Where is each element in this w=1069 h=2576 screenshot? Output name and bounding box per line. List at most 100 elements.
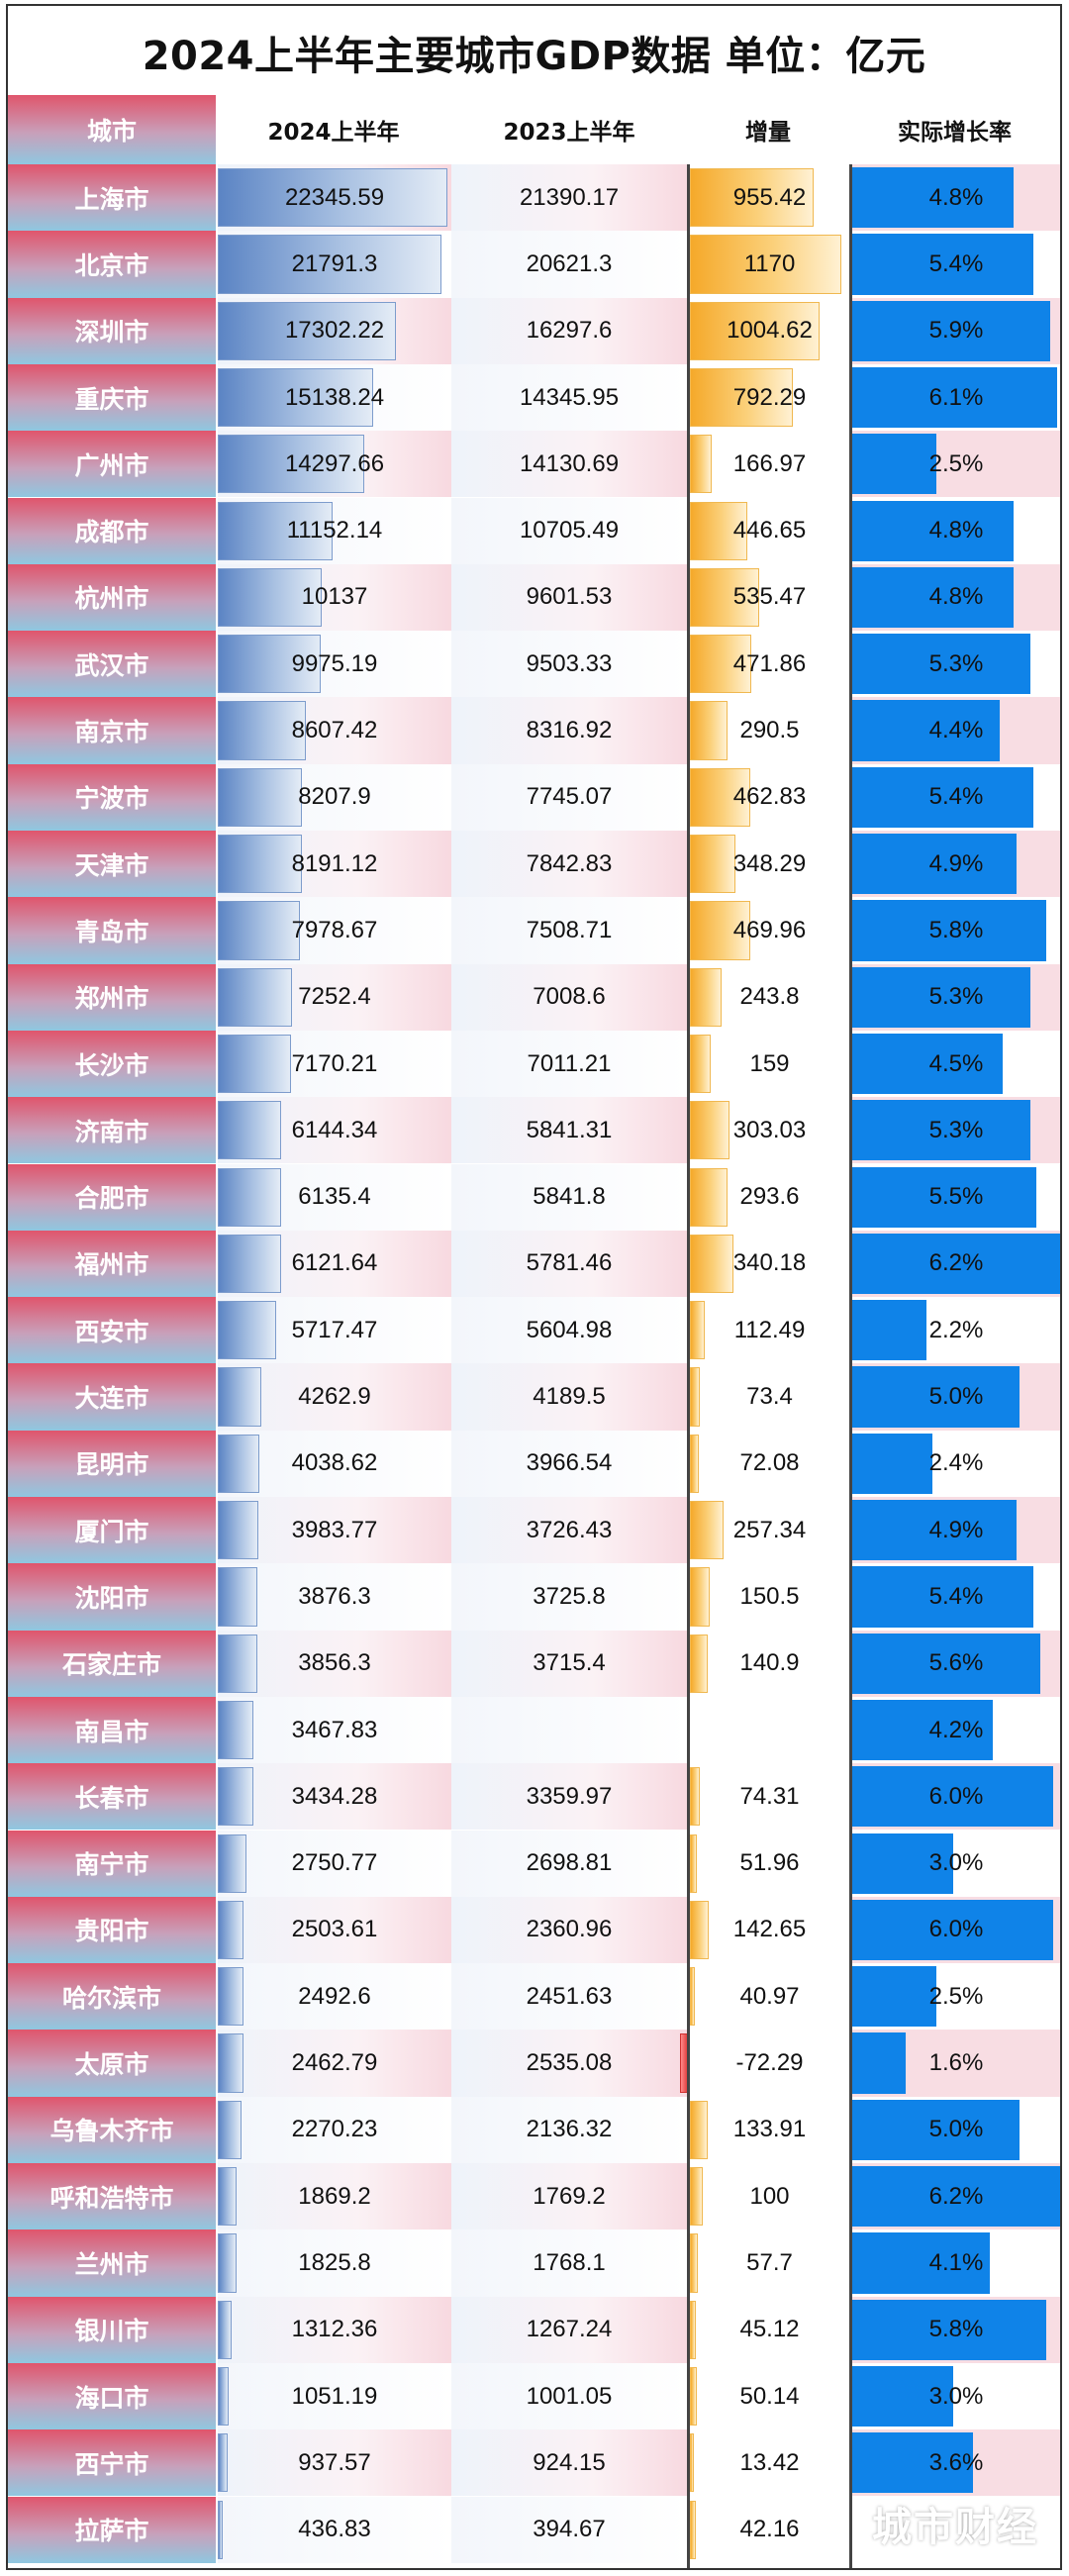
value-2023: 5781.46: [526, 1249, 613, 1277]
value-2023: 20621.3: [526, 249, 613, 277]
value-increment: [690, 1697, 849, 1763]
bar-2024: [218, 1167, 281, 1227]
value-growth: 2.5%: [928, 449, 984, 477]
bar-2024: [218, 1967, 243, 2027]
city-name: 南昌市: [8, 1696, 216, 1765]
value-2023: 3359.97: [526, 1782, 613, 1810]
bar-2024: [218, 1234, 281, 1294]
value-2024: 7978.67: [291, 916, 378, 943]
value-2024: 937.57: [298, 2448, 371, 2476]
table-row: 厦门市 3983.77 3726.43 257.34 4.9%: [8, 1497, 1060, 1565]
bar-2024: [218, 835, 303, 894]
bar-2024: [218, 301, 396, 360]
value-2024: 2270.23: [291, 2116, 378, 2143]
value-2023: 3725.8: [533, 1582, 606, 1610]
cell-2024-bg: [218, 1896, 451, 1964]
value-2024: 5717.47: [291, 1316, 378, 1343]
value-growth: 5.0%: [928, 1383, 984, 1411]
bar-increment: [690, 2233, 698, 2293]
value-growth: 5.8%: [928, 916, 984, 943]
cell-2023-bg: [451, 1030, 687, 1098]
value-2023: 5841.8: [533, 1183, 606, 1211]
value-increment: 142.65: [732, 1916, 807, 1943]
value-2023: 9503.33: [526, 649, 613, 677]
value-increment: 150.5: [739, 1582, 800, 1610]
bar-increment: [690, 2167, 704, 2227]
value-2024: 9975.19: [291, 649, 378, 677]
value-2024: 3856.3: [298, 1649, 371, 1677]
table-row: 乌鲁木齐市 2270.23 2136.32 133.91 5.0%: [8, 2096, 1060, 2164]
table-row: 大连市 4262.9 4189.5 73.4 5.0%: [8, 1363, 1060, 1432]
bar-2024: [218, 2167, 238, 2227]
bar-growth: [852, 566, 1014, 629]
bar-growth: [852, 1699, 994, 1761]
city-name: 石家庄市: [8, 1630, 216, 1698]
table-row: 西宁市 937.57 924.15 13.42 3.6%: [8, 2429, 1060, 2498]
bar-2024: [218, 367, 374, 428]
value-growth: 6.0%: [928, 1916, 984, 1943]
bar-2024: [218, 1567, 258, 1627]
bar-increment: [690, 168, 814, 228]
value-growth: 6.2%: [928, 1249, 984, 1277]
value-increment: -72.29: [735, 2049, 804, 2077]
city-name: 青岛市: [8, 897, 216, 965]
value-increment: 112.49: [733, 1316, 806, 1343]
value-increment: 303.03: [732, 1116, 807, 1143]
city-name: 广州市: [8, 431, 216, 499]
city-name: 南宁市: [8, 1830, 216, 1898]
cell-2023-bg: [451, 2496, 687, 2563]
cell-2023-bg: [451, 963, 687, 1031]
cell-2023-bg: [451, 1230, 687, 1298]
table-row: 北京市 21791.3 20621.3 1170 5.4%: [8, 231, 1060, 299]
city-name: 武汉市: [8, 631, 216, 699]
value-2024: 21791.3: [291, 249, 378, 277]
value-growth: 4.2%: [928, 1716, 984, 1743]
value-increment: 51.96: [739, 1849, 800, 1877]
value-2023: [451, 1697, 687, 1763]
value-increment: 42.16: [739, 2516, 800, 2543]
value-growth: 6.0%: [928, 1782, 984, 1810]
table-row: 拉萨市 436.83 394.67 42.16: [8, 2496, 1060, 2564]
bar-increment: [690, 1967, 696, 2027]
value-2024: 2503.61: [291, 1916, 378, 1943]
value-increment: 45.12: [739, 2316, 800, 2343]
cell-2023-bg: [451, 297, 687, 364]
value-increment: 1170: [743, 249, 796, 277]
value-increment: 74.31: [739, 1782, 800, 1810]
cell-2024-bg: [218, 1963, 451, 2031]
table-row: 重庆市 15138.24 14345.95 792.29 6.1%: [8, 363, 1060, 433]
value-2023: 5841.31: [526, 1116, 613, 1143]
value-increment: 792.29: [732, 383, 807, 411]
cell-2023-bg: [451, 363, 687, 432]
value-increment: 133.91: [732, 2116, 807, 2143]
bar-growth: [852, 500, 1014, 561]
value-2024: 6144.34: [291, 1116, 378, 1143]
value-growth: 5.6%: [928, 1649, 984, 1677]
bar-growth: [852, 1233, 1060, 1295]
table-row: 西安市 5717.47 5604.98 112.49 2.2%: [8, 1297, 1060, 1365]
table-row: 广州市 14297.66 14130.69 166.97 2.5%: [8, 431, 1060, 499]
value-growth: 5.4%: [928, 1582, 984, 1610]
cell-2023-bg: [451, 2362, 687, 2430]
table-row: 贵阳市 2503.61 2360.96 142.65 6.0%: [8, 1896, 1060, 1965]
bar-2024: [218, 2300, 232, 2359]
city-name: 郑州市: [8, 963, 216, 1032]
value-growth: 5.9%: [928, 317, 984, 345]
bar-increment: [690, 1367, 700, 1427]
watermark: 城市财经: [872, 2505, 1038, 2550]
value-2023: 14130.69: [519, 449, 620, 477]
value-2023: 1267.24: [526, 2316, 613, 2343]
bar-2024: [218, 967, 293, 1027]
bar-increment: [690, 767, 750, 827]
value-2024: 7252.4: [298, 983, 371, 1011]
city-name: 海口市: [8, 2362, 216, 2431]
bar-growth: [852, 1633, 1040, 1694]
value-growth: 4.5%: [928, 1049, 984, 1077]
cell-2023-bg: [451, 1163, 687, 1231]
city-name: 太原市: [8, 2030, 216, 2098]
bar-2024: [218, 168, 447, 228]
bar-increment: [690, 367, 793, 428]
bar-increment: [690, 901, 751, 960]
city-name: 银川市: [8, 2296, 216, 2364]
bar-2024: [218, 435, 365, 494]
